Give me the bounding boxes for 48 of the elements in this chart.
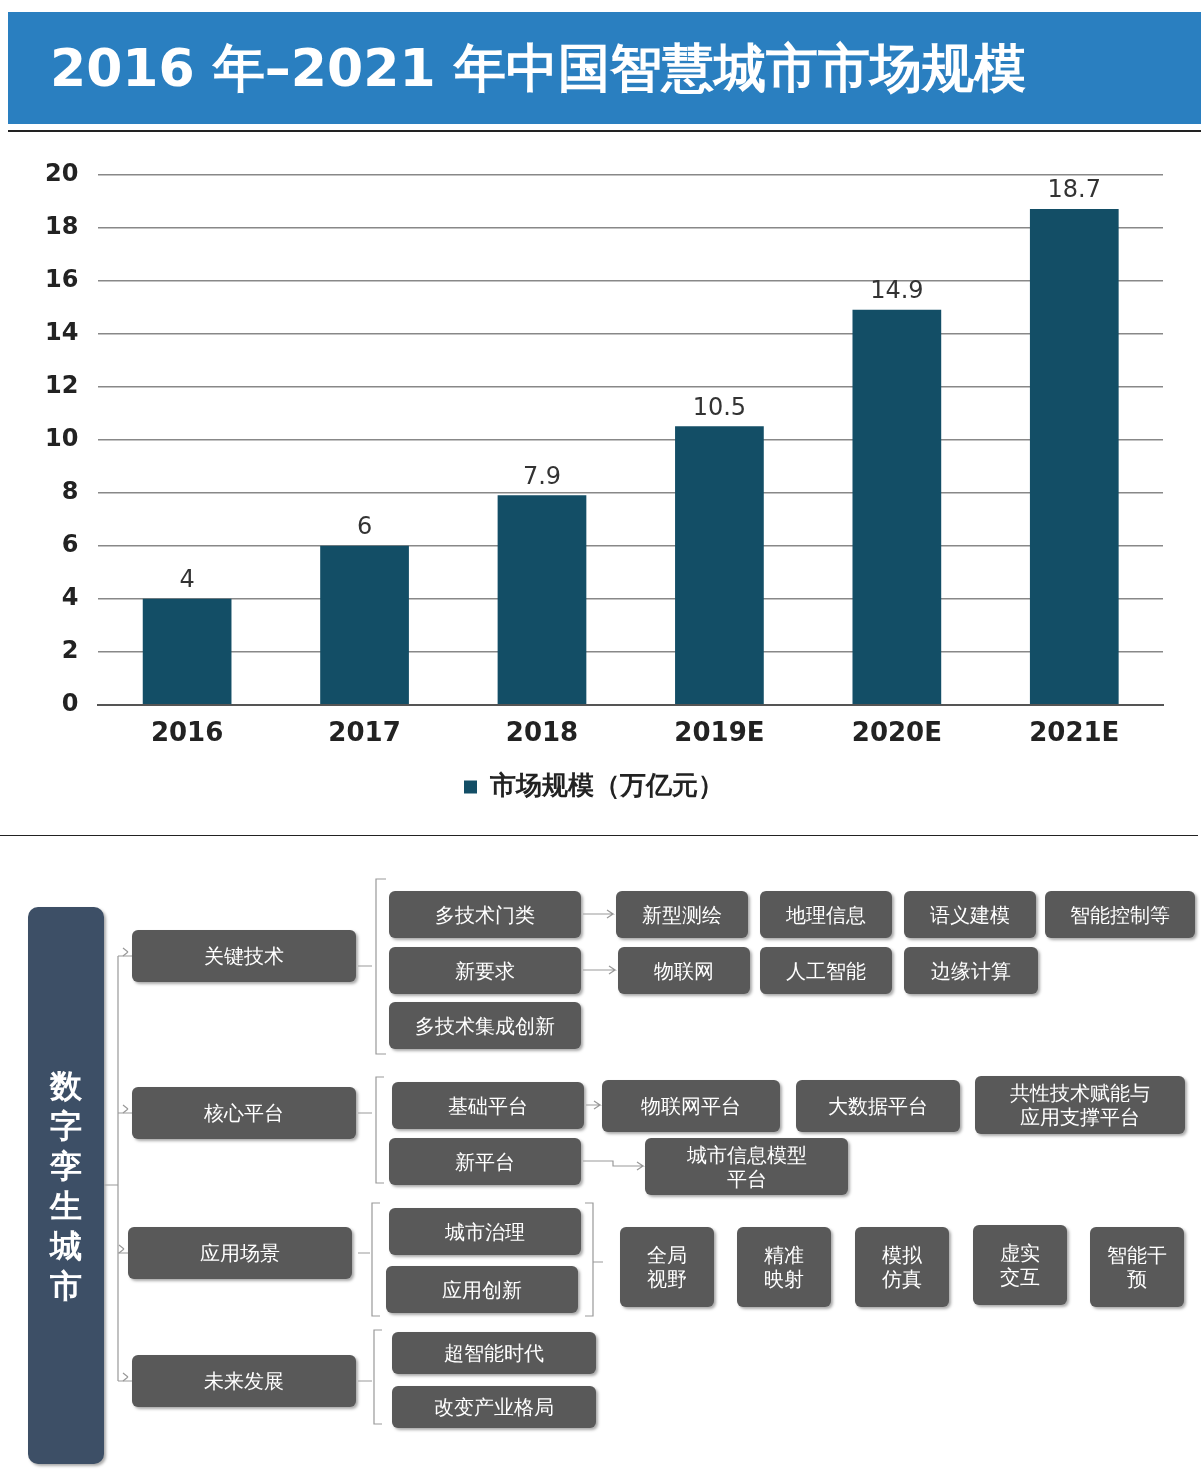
x-tick-label: 2019E [674, 717, 765, 748]
text: 物联网平台 [602, 1080, 780, 1132]
y-tick-label: 14 [44, 317, 79, 346]
text: 智能干预 [1106, 1243, 1168, 1291]
text: 共性技术赋能与应用支撑平台 [1009, 1081, 1151, 1129]
bar [142, 598, 232, 705]
y-tick-label: 20 [44, 158, 79, 187]
chart-title: 2016 年–2021 年中国智慧城市市场规模 [50, 37, 1026, 100]
y-tick-label: 0 [61, 689, 79, 718]
x-tick-label: 2020E [851, 717, 942, 748]
text: 精准映射 [763, 1243, 805, 1291]
bar [320, 545, 409, 705]
text: 语义建模 [904, 891, 1036, 938]
data-label: 14.9 [870, 275, 924, 304]
text: 虚实交互 [999, 1241, 1041, 1289]
text: 模拟仿真 [881, 1243, 923, 1291]
bar [675, 426, 764, 705]
text: 地理信息 [760, 891, 892, 938]
text: 大数据平台 [796, 1080, 960, 1132]
data-label: 6 [356, 511, 373, 540]
y-tick-label: 12 [44, 370, 79, 399]
x-tick-label: 2018 [505, 717, 579, 748]
text: 智能控制等 [1045, 891, 1195, 938]
legend-label: 市场规模（万亿元） [489, 769, 724, 800]
text: 物联网 [618, 947, 750, 994]
bar [1029, 208, 1119, 705]
y-tick-label: 10 [44, 423, 79, 452]
bar [852, 309, 942, 705]
text: 新型测绘 [616, 891, 748, 938]
y-tick-label: 8 [61, 476, 79, 505]
text: 全局视野 [646, 1243, 688, 1291]
x-tick-label: 2017 [328, 717, 401, 748]
text: 数字孪生城市 [28, 907, 104, 1464]
data-label: 10.5 [692, 392, 747, 421]
x-tick-label: 2021E [1029, 717, 1120, 748]
y-tick-label: 6 [61, 529, 79, 558]
bar [497, 495, 587, 705]
y-tick-label: 2 [61, 635, 79, 664]
data-label: 18.7 [1047, 175, 1101, 204]
y-tick-label: 4 [61, 582, 79, 611]
text: 人工智能 [760, 947, 892, 994]
y-tick-label: 18 [44, 211, 79, 240]
data-label: 7.9 [522, 461, 562, 490]
x-tick-label: 2016 [150, 717, 224, 748]
text: 城市信息模型平台 [685, 1142, 808, 1191]
text: 边缘计算 [904, 947, 1038, 994]
data-label: 4 [179, 564, 195, 593]
y-tick-label: 16 [44, 264, 79, 293]
